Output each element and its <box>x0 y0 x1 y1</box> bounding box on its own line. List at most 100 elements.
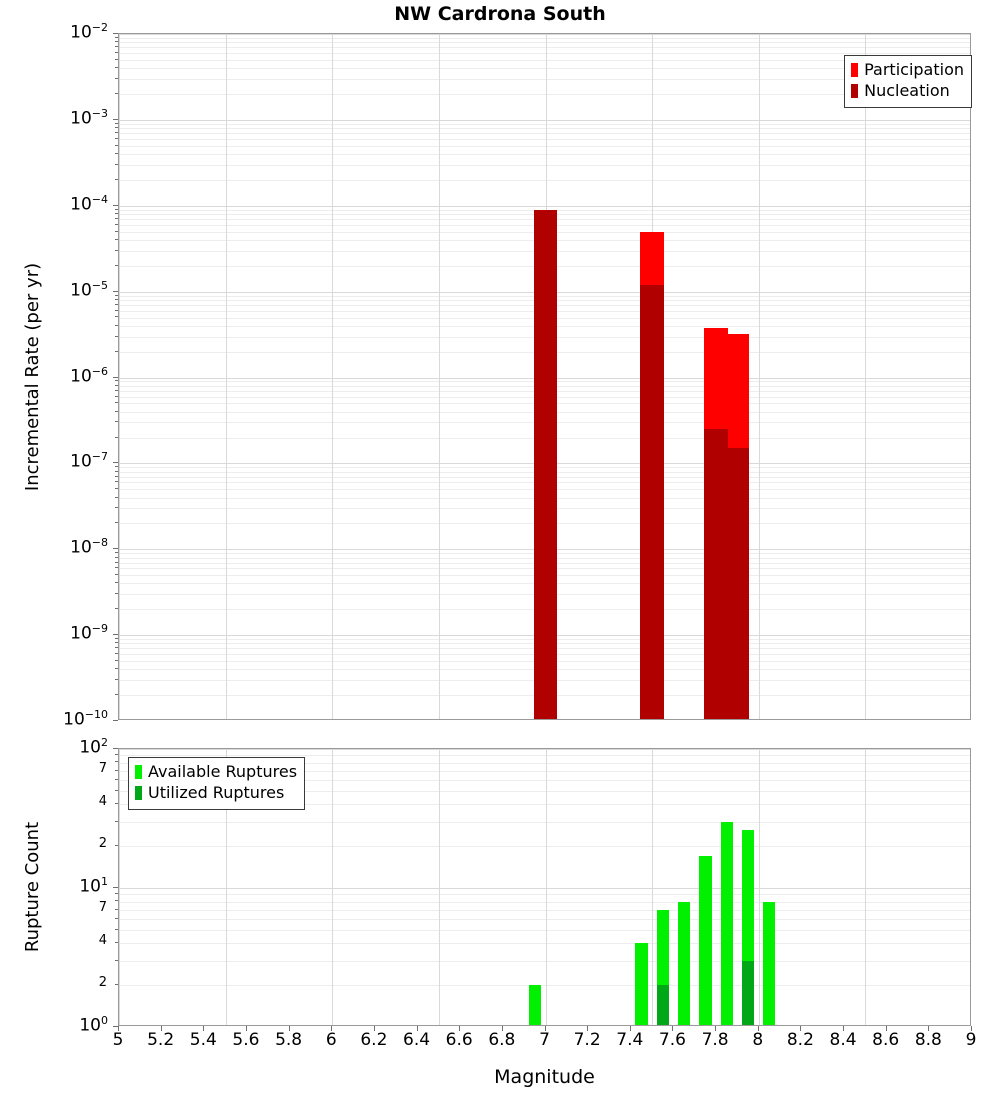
y-minor-tick-top <box>115 436 118 438</box>
y-minor-tick-top <box>115 496 118 498</box>
x-tick-6.2: 6.2 <box>360 1030 388 1050</box>
y-tick-top-1e-4: 10−4 <box>70 192 108 215</box>
incremental-rate-bars <box>119 34 970 719</box>
x-tick-8: 8 <box>752 1030 764 1050</box>
y-minor-tick-top <box>115 127 118 129</box>
legend-item-available: Available Ruptures <box>135 762 297 783</box>
x-tick-5.6: 5.6 <box>232 1030 260 1050</box>
y-tick-top-1e-2: 10−2 <box>70 21 108 43</box>
bar-utilized-m7.55 <box>656 985 669 1025</box>
y-minor-tick-top <box>115 335 118 337</box>
participation-swatch-icon <box>851 63 859 78</box>
x-tick-7.2: 7.2 <box>573 1030 601 1050</box>
y-minor-tick-top <box>115 230 118 232</box>
y-minor-label-bottom-7: 7 <box>98 899 107 915</box>
y-minor-tick-top <box>115 132 118 134</box>
y-minor-tick-top <box>115 36 118 38</box>
y-tick-bottom-1e2: 102 <box>79 736 108 758</box>
y-minor-tick-top <box>115 679 118 681</box>
bar-available-m7.75 <box>699 856 712 1025</box>
y-minor-tick-top <box>115 52 118 54</box>
utilized-swatch-icon <box>135 786 142 801</box>
bar-nucleation-m7.9 <box>725 448 750 719</box>
y-minor-tick-top <box>115 303 118 305</box>
y-minor-tick-top <box>115 488 118 490</box>
rupture-count-bars <box>119 749 970 1025</box>
y-minor-tick-top <box>115 466 118 468</box>
y-minor-tick-top <box>115 309 118 311</box>
y-minor-tick-top <box>115 218 118 220</box>
y-tick-top-1e-6: 10−6 <box>70 364 108 387</box>
y-minor-tick-top <box>115 421 118 423</box>
y-minor-tick-top <box>115 384 118 386</box>
y-minor-tick-top <box>115 67 118 69</box>
y-minor-tick-top <box>115 561 118 563</box>
bar-available-m6.95 <box>528 985 541 1025</box>
y-minor-tick-top <box>115 470 118 472</box>
y-minor-label-bottom-70: 7 <box>98 760 107 776</box>
y-minor-tick-top <box>115 77 118 79</box>
y-minor-tick-top <box>115 350 118 352</box>
legend-item-utilized: Utilized Ruptures <box>135 783 297 804</box>
y-minor-tick-top <box>115 638 118 640</box>
x-tick-7.8: 7.8 <box>701 1030 729 1050</box>
legend-label-nucleation: Nucleation <box>864 80 950 100</box>
y-minor-tick-top <box>115 122 118 124</box>
legend-item-participation: Participation <box>851 60 964 81</box>
y-minor-tick-top <box>115 593 118 595</box>
y-minor-tick-top <box>115 163 118 165</box>
y-minor-tick-top <box>115 481 118 483</box>
bar-nucleation-m7.8 <box>704 429 728 719</box>
y-minor-tick-top <box>115 316 118 318</box>
rupture-count-plot-area <box>119 749 970 1025</box>
y-minor-tick-top <box>115 402 118 404</box>
y-minor-tick-top <box>115 264 118 266</box>
y-minor-tick-top <box>115 389 118 391</box>
y-axis-label-top: Incremental Rate (per yr) <box>22 262 43 491</box>
incremental-rate-legend: Participation Nucleation <box>844 55 972 108</box>
y-minor-tick-top <box>115 522 118 524</box>
rupture-count-legend: Available Ruptures Utilized Ruptures <box>128 757 306 810</box>
bar-nucleation-m7 <box>533 209 558 719</box>
x-tick-6: 6 <box>325 1030 337 1050</box>
x-axis-label: Magnitude <box>494 1066 595 1088</box>
x-tick-5.4: 5.4 <box>189 1030 217 1050</box>
x-tick-7.6: 7.6 <box>658 1030 686 1050</box>
x-tick-5.8: 5.8 <box>275 1030 303 1050</box>
legend-label-available: Available Ruptures <box>148 762 298 781</box>
y-tick-bottom-1e1: 101 <box>79 875 108 897</box>
y-tick-bottom-1e0: 100 <box>79 1014 108 1036</box>
y-minor-tick-top <box>115 659 118 661</box>
y-minor-tick-top <box>115 144 118 146</box>
bar-nucleation-m7.5 <box>640 284 664 719</box>
y-minor-tick-top <box>115 137 118 139</box>
page-title: NW Cardrona South <box>394 3 606 25</box>
incremental-rate-panel <box>118 33 971 720</box>
y-tick-top-1e-7: 10−7 <box>70 450 108 473</box>
available-swatch-icon <box>135 765 142 780</box>
y-tick-top-1e-9: 10−9 <box>70 622 108 644</box>
y-minor-tick-top <box>115 238 118 240</box>
y-minor-tick-top <box>115 208 118 210</box>
y-axis-label-bottom: Rupture Count <box>22 821 43 953</box>
y-minor-tick-top <box>115 694 118 696</box>
y-minor-tick-top <box>115 93 118 95</box>
bar-available-m7.85 <box>720 821 733 1025</box>
y-tick-top-1e-10: 10−10 <box>63 708 108 730</box>
x-tick-5.2: 5.2 <box>147 1030 175 1050</box>
bar-available-m8.05 <box>763 901 776 1025</box>
y-minor-tick-top <box>115 410 118 412</box>
x-tick-9: 9 <box>965 1030 977 1050</box>
legend-label-participation: Participation <box>864 60 964 79</box>
legend-item-nucleation: Nucleation <box>851 81 964 102</box>
y-tick-top-1e-3: 10−3 <box>70 106 108 129</box>
x-tick-8.8: 8.8 <box>914 1030 942 1050</box>
y-minor-tick-top <box>115 294 118 296</box>
y-minor-tick-top <box>115 213 118 215</box>
bar-utilized-m7.95 <box>742 960 755 1025</box>
y-minor-tick-top <box>115 223 118 225</box>
x-tick-8.2: 8.2 <box>786 1030 814 1050</box>
y-minor-tick-top <box>115 574 118 576</box>
y-tick-top-1e-5: 10−5 <box>70 278 108 301</box>
